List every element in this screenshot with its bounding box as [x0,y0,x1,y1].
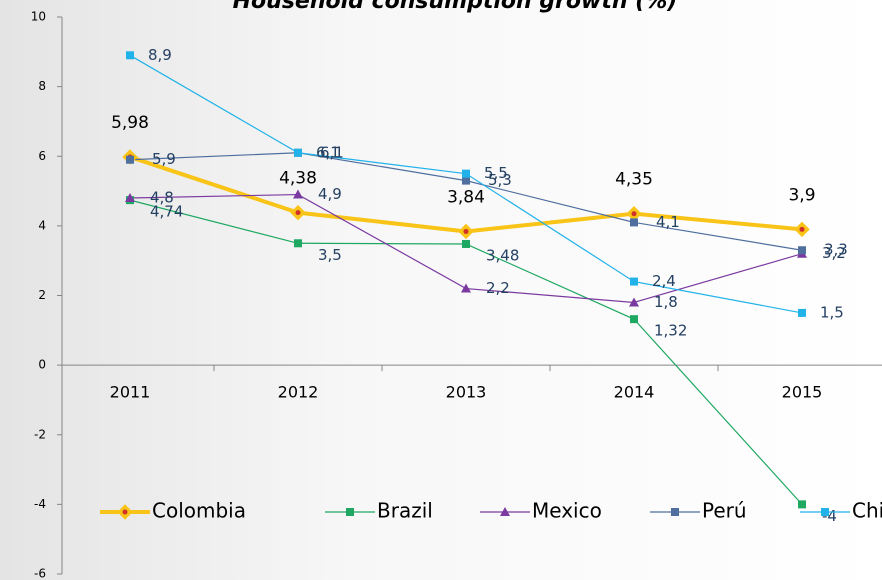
data-point-center [799,226,805,232]
y-tick-label: -6 [34,567,46,580]
data-label: 4,38 [279,169,317,189]
data-label: 6,1 [316,143,340,161]
legend-marker [671,508,679,516]
legend-item: Perú [650,499,747,523]
x-tick-label: 2012 [278,383,319,402]
y-tick-label: 4 [38,218,46,232]
legend-item: Brazil [325,499,433,523]
data-label: 2,4 [652,272,676,290]
data-point-center [463,228,469,234]
data-point-center [631,211,637,217]
legend-item: Colombia [100,499,246,523]
data-point [125,193,135,203]
legend-marker [500,507,510,516]
data-label: 1,8 [654,293,678,311]
data-point [630,277,638,286]
data-label: 3,84 [447,187,485,207]
legend-marker [821,508,829,516]
x-tick-label: 2013 [446,383,487,402]
data-label: 3,9 [788,185,815,205]
data-label: 4,1 [656,213,680,231]
data-point [630,315,638,324]
data-point [126,51,134,60]
y-tick-label: -4 [34,497,46,511]
y-tick-label: 0 [38,358,46,372]
y-tick-label: 10 [31,10,46,24]
data-point [798,500,806,509]
legend-label: Mexico [532,499,602,523]
data-label: 3,2 [822,244,846,262]
data-label: 4,9 [318,185,342,203]
data-label: 3,3 [824,241,848,259]
data-point-center [295,210,301,216]
legend-marker-center [122,509,128,515]
y-tick-label: -2 [34,427,46,441]
legend-item: Chile [800,499,882,523]
data-label: 5,9 [152,150,176,168]
data-point [798,246,806,255]
legend-marker [346,508,354,516]
y-tick-label: 8 [38,79,46,93]
data-label: 4,8 [150,189,174,207]
data-label: 5,98 [111,113,149,133]
legend-label: Chile [852,499,882,523]
x-tick-label: 2011 [110,383,151,402]
x-tick-label: 2015 [782,383,823,402]
data-point [294,239,302,248]
data-label: 3,5 [318,246,342,264]
data-point [462,239,470,248]
data-point [462,169,470,178]
data-point [630,218,638,227]
data-point [629,297,639,307]
data-label: 1,32 [654,322,687,340]
data-label: 8,9 [148,46,172,64]
legend-label: Perú [702,499,747,523]
data-point [293,189,303,199]
data-label: 1,5 [820,303,844,321]
data-label: 4,35 [615,170,653,190]
data-label: 3,48 [486,246,519,264]
data-point [462,176,470,185]
data-label: 2,2 [486,279,510,297]
legend-label: Brazil [377,499,433,523]
data-label: 5,3 [488,171,512,189]
y-tick-label: 2 [38,288,46,302]
data-point [798,308,806,317]
data-label: 5,5 [484,164,508,182]
data-label: 6,1 [320,143,344,161]
data-point [294,148,302,157]
legend-label: Colombia [152,499,246,523]
chart-title: Household consumption growth (%) [233,0,678,14]
x-tick-label: 2014 [614,383,655,402]
legend-item: Mexico [480,499,602,523]
data-point [126,155,134,164]
data-point [461,283,471,293]
y-tick-label: 6 [38,149,46,163]
data-label: 4,74 [150,203,183,221]
